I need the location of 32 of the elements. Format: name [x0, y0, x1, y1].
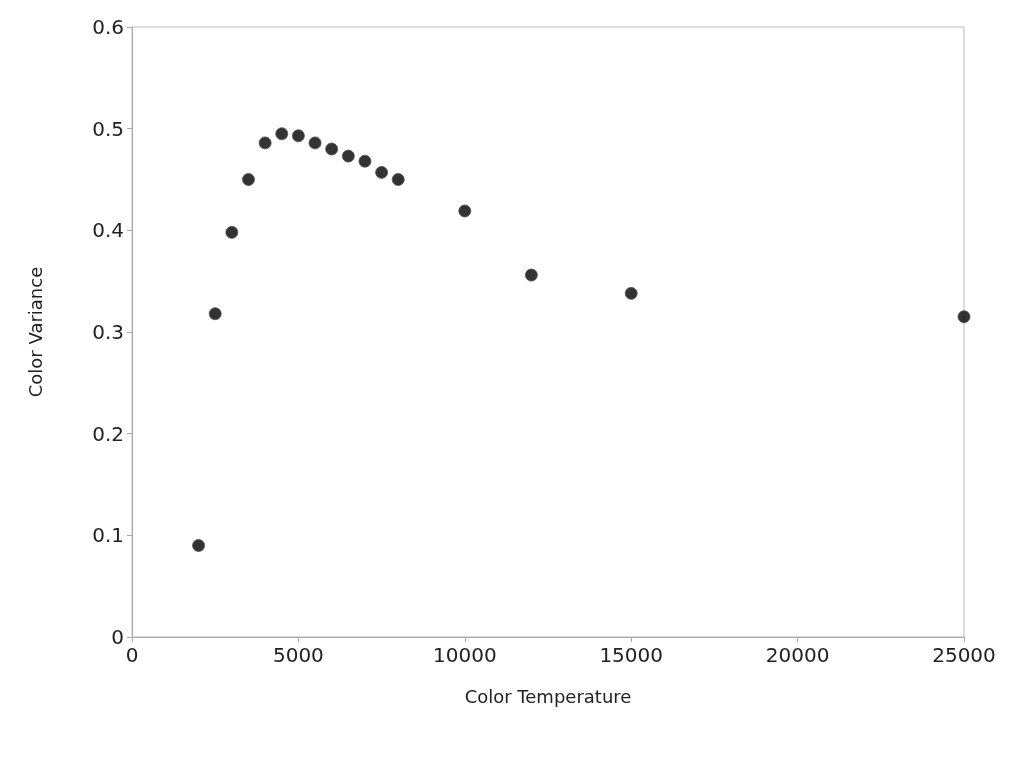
- point: [241, 173, 255, 186]
- y-tick-label: 0.5: [92, 116, 124, 141]
- x-tick-label: 10000: [432, 643, 497, 667]
- x-tick-label: 0: [125, 643, 139, 667]
- point: [358, 154, 372, 168]
- point: [391, 173, 405, 186]
- y-tick-label: 0.3: [92, 320, 124, 344]
- point: [624, 286, 638, 300]
- y-tick-label: 0: [111, 625, 124, 649]
- x-tick-label: 20000: [765, 643, 830, 667]
- y-tick-label: 0.6: [92, 15, 124, 39]
- x-tick-label: 25000: [932, 643, 996, 667]
- point: [208, 307, 222, 321]
- point: [192, 539, 206, 552]
- point: [308, 136, 322, 150]
- point: [524, 268, 538, 282]
- point: [957, 310, 971, 324]
- point: [458, 204, 472, 218]
- point: [291, 129, 305, 143]
- point: [341, 149, 355, 163]
- y-axis-title: Color Variance: [24, 266, 46, 398]
- point: [375, 165, 389, 179]
- x-tick-label: 15000: [599, 643, 664, 667]
- point: [275, 127, 289, 141]
- x-axis-title: Color Temperature: [464, 685, 632, 707]
- y-tick-label: 0.4: [92, 218, 124, 243]
- y-tick-label: 0.1: [92, 523, 124, 548]
- point: [325, 142, 339, 156]
- x-tick-label: 5000: [272, 643, 324, 667]
- y-tick-label: 0.2: [92, 421, 124, 446]
- point: [258, 136, 272, 150]
- point: [225, 225, 239, 239]
